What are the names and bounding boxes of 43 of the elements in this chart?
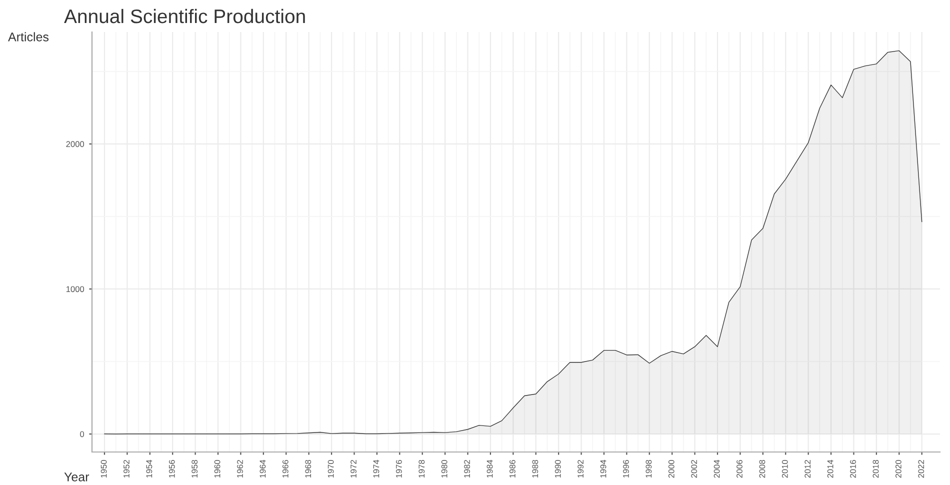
x-tick-label: 2010: [782, 460, 788, 478]
x-tick-label: 1982: [464, 460, 470, 478]
x-tick-label: 2000: [668, 460, 674, 478]
x-tick-label: 2008: [759, 460, 766, 478]
x-tick-label: 2002: [691, 460, 698, 478]
x-tick-label: 2020: [895, 460, 902, 478]
x-tick-label: 2004: [714, 460, 720, 478]
chart-title: Annual Scientific Production: [64, 8, 305, 24]
x-tick-label: 1972: [350, 460, 356, 478]
x-tick-label: 1980: [441, 460, 448, 478]
x-axis-title: Year: [64, 472, 90, 482]
x-tick-label: 1962: [237, 460, 243, 478]
x-tick-label: 1970: [328, 460, 334, 478]
y-axis-title: Articles: [8, 32, 49, 42]
x-tick-label: 1992: [578, 460, 584, 478]
x-tick-label: 1952: [124, 460, 130, 478]
x-tick-label: 1978: [418, 460, 425, 478]
x-tick-label: 1994: [600, 460, 606, 478]
y-tick-label: 1000: [66, 286, 84, 292]
y-tick-label: 2000: [66, 141, 84, 148]
x-tick-label: 1964: [260, 460, 266, 478]
x-tick-label: 1966: [282, 460, 288, 478]
x-tick-label: 1990: [554, 460, 561, 478]
x-tick-label: 2006: [736, 460, 742, 478]
x-tick-label: 1996: [623, 460, 629, 478]
x-tick-label: 2016: [850, 460, 856, 478]
x-tick-label: 1954: [146, 460, 152, 478]
x-tick-label: 1988: [532, 460, 538, 478]
x-tick-label: 1998: [646, 460, 652, 478]
x-tick-label: 1976: [396, 460, 402, 478]
x-tick-label: 1956: [168, 460, 175, 478]
x-tick-label: 2012: [804, 460, 811, 478]
x-tick-label: 1986: [510, 460, 516, 478]
x-tick-label: 1950: [100, 460, 107, 478]
x-tick-label: 2014: [827, 460, 834, 478]
x-tick-label: 1958: [192, 460, 198, 478]
x-tick-label: 1960: [214, 460, 220, 478]
x-tick-label: 1984: [486, 460, 493, 478]
x-tick-label: 1974: [373, 460, 380, 478]
x-tick-label: 2018: [872, 460, 879, 478]
y-tick-label: 0: [80, 431, 84, 438]
x-tick-label: 1968: [305, 460, 312, 478]
x-tick-label: 2022: [918, 460, 924, 478]
